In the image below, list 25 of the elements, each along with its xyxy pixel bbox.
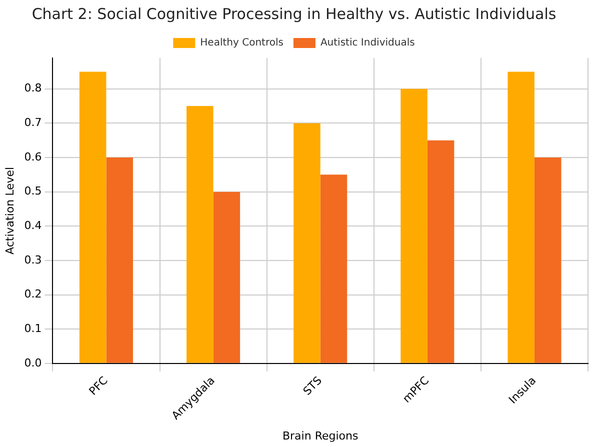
bar [400, 88, 428, 363]
legend-label: Healthy Controls [200, 38, 284, 49]
y-tick-label: 0.3 [24, 253, 42, 266]
bar [79, 72, 106, 363]
y-axis-title: Activation Level [3, 166, 16, 255]
bar [427, 140, 454, 363]
y-tick-label: 0.0 [24, 356, 42, 370]
bar [106, 158, 133, 363]
y-tick-label: 0.1 [24, 322, 42, 335]
x-axis-title: Brain Regions [282, 429, 358, 442]
bar [186, 106, 214, 363]
y-tick-label: 0.8 [24, 82, 42, 95]
y-tick-label: 0.2 [24, 288, 42, 301]
x-tick-label: STS [300, 374, 324, 398]
y-tick-label: 0.5 [24, 184, 42, 198]
bar [294, 123, 320, 363]
y-tick-label: 0.4 [24, 219, 42, 232]
y-tick-label: 0.7 [24, 116, 42, 130]
bar [508, 72, 534, 363]
bar [320, 174, 348, 363]
chart-title: Chart 2: Social Cognitive Processing in Healthy vs. Autistic Individuals [32, 4, 556, 23]
y-tick-label: 0.6 [24, 150, 42, 164]
bar [213, 192, 240, 363]
bar [534, 158, 562, 363]
legend-label: Autistic Individuals [320, 38, 415, 49]
